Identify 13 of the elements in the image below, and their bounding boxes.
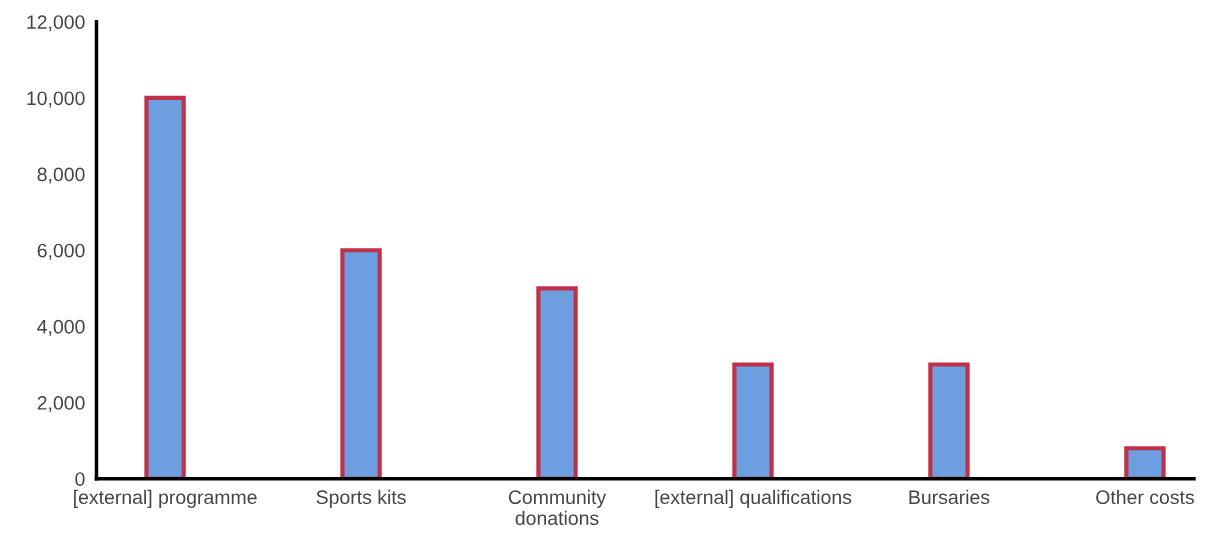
x-tick-label: Sports kits [316,489,406,508]
x-tick-label: Other costs [1096,489,1194,505]
y-tick-label: 0 [75,472,85,486]
x-tick-label: [external] programme [74,489,257,508]
x-tick-label: Community donations [508,489,607,526]
x-tick-label: [external] qualifications [655,489,852,508]
y-tick-label: 6,000 [37,243,85,260]
y-tick-label: 12,000 [27,15,85,32]
x-tick-label: Bursaries [909,489,990,505]
y-tick-label: 8,000 [37,167,85,184]
y-tick-label: 4,000 [37,319,85,336]
y-tick-label: 2,000 [37,396,85,413]
y-tick-label: 10,000 [27,91,85,108]
